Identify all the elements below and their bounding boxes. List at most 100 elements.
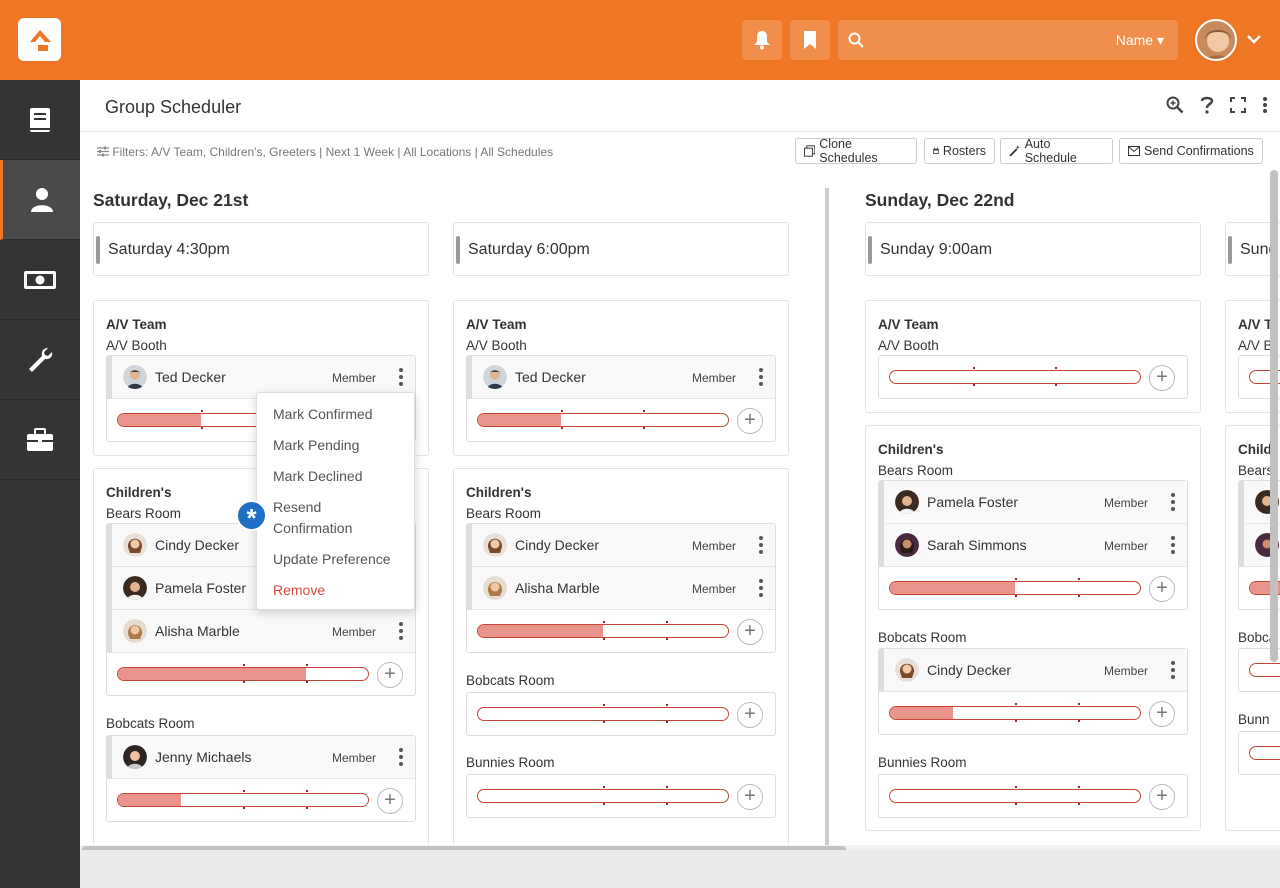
location-name: Bunnies Room [878,755,967,770]
capacity-bar: + [879,567,1187,609]
add-resource-button[interactable]: + [737,619,763,645]
add-resource-button[interactable]: + [1149,701,1175,727]
person-name: Sarah Simmons [927,537,1027,553]
clone-schedules-button[interactable]: Clone Schedules [795,137,917,165]
kebab-menu-icon[interactable] [399,748,403,766]
person-name: Alisha Marble [515,580,600,596]
send-confirmations-button[interactable]: Send Confirmations [1119,138,1263,164]
location-name: Bears Room [878,463,954,478]
kebab-menu-icon[interactable] [759,536,763,554]
role-label: Member [692,371,737,385]
progress-bar [889,370,1141,384]
panel-header-icons [1166,96,1268,114]
search-icon [848,32,864,48]
resource-row[interactable]: Jenny Michaels Member [107,736,415,779]
search-scope-dropdown[interactable]: Name ▾ [1115,32,1164,48]
resource-row[interactable]: Ted Decker Member [467,356,775,399]
add-resource-button[interactable]: + [737,408,763,434]
location-box: Cindy Decker Member Alisha Marble Member… [466,523,776,653]
kebab-menu-icon[interactable] [1171,661,1175,679]
capacity-bar: + [467,610,775,652]
add-resource-button[interactable]: + [1149,784,1175,810]
resource-row[interactable]: Pamela Foster Member [879,481,1187,524]
add-resource-button[interactable]: + [737,702,763,728]
add-resource-button[interactable]: + [1149,576,1175,602]
avatar [483,576,507,600]
person-name: Ted Decker [515,369,586,385]
location-name: Bobcats Room [106,716,195,731]
add-resource-button[interactable]: + [737,784,763,810]
vertical-scrollbar[interactable] [1270,170,1278,662]
avatar [895,490,919,514]
resource-row[interactable]: Ted Decker Member [107,356,415,399]
capacity-bar: + [879,775,1187,817]
resend-confirmation-item[interactable]: Resend Confirmation [273,497,352,539]
resource-row[interactable]: Alisha Marble Member [107,610,415,653]
capacity-bar: + [467,399,775,441]
role-label: Member [332,625,377,639]
sidebar-item-finance[interactable] [0,240,80,320]
mark-pending-item[interactable]: Mark Pending [273,437,360,453]
kebab-menu-icon[interactable] [1171,493,1175,511]
sidebar-item-tools[interactable] [0,320,80,400]
tick-mark [603,704,605,723]
add-resource-button[interactable]: + [377,662,403,688]
sliders-icon [97,146,109,157]
tick-mark [306,790,308,809]
filters-bar[interactable]: Filters: A/V Team, Children's, Greeters … [97,145,553,159]
kebab-menu-icon[interactable] [759,368,763,386]
kebab-menu-icon[interactable] [399,622,403,640]
remove-item[interactable]: Remove [273,582,326,598]
more-options-icon[interactable] [1262,96,1268,114]
kebab-menu-icon[interactable] [759,579,763,597]
send-confirmations-label: Send Confirmations [1144,144,1254,158]
avatar [483,533,507,557]
tick-mark [973,367,975,386]
location-name: Bobca [1238,630,1277,645]
group-name: Child [1238,442,1272,457]
fullscreen-icon[interactable] [1230,96,1246,114]
horizontal-scrollbar[interactable] [80,845,1280,853]
add-resource-button[interactable]: + [377,788,403,814]
group-name: Children's [106,485,172,500]
resource-context-menu: Mark Confirmed Mark Pending Mark Decline… [256,392,415,610]
day-title: Sunday, Dec 22nd [865,190,1015,210]
chevron-down-icon[interactable] [1247,34,1261,44]
user-avatar[interactable] [1195,19,1237,61]
help-icon[interactable] [1200,96,1214,114]
zoom-icon[interactable] [1166,96,1184,114]
schedule-header: Saturday 4:30pm [93,222,429,276]
avatar [123,745,147,769]
tick-mark [243,664,245,683]
rosters-button[interactable]: Rosters [924,138,995,164]
rock-logo[interactable] [18,18,61,61]
resource-row[interactable]: Sarah Simmons Member [879,524,1187,567]
header-divider [80,131,1280,132]
rosters-label: Rosters [942,144,986,158]
resource-row[interactable]: Alisha Marble Member [467,567,775,610]
resource-row[interactable]: Cindy Decker Member [467,524,775,567]
update-preference-item[interactable]: Update Preference [273,551,391,567]
mark-declined-item[interactable]: Mark Declined [273,468,363,484]
mark-confirmed-item[interactable]: Mark Confirmed [273,406,373,422]
sidebar-item-people[interactable] [0,160,80,240]
kebab-menu-icon[interactable] [1171,536,1175,554]
sidebar-item-admin[interactable] [0,400,80,480]
avatar [895,658,919,682]
location-box: Jenny Michaels Member + [106,735,416,822]
notifications-bell-icon[interactable] [742,20,782,60]
tick-mark [603,621,605,640]
resend-label: Resend [273,499,322,515]
progress-bar [1249,663,1280,677]
sidebar-item-book[interactable] [0,80,80,160]
auto-schedule-button[interactable]: Auto Schedule [1000,137,1113,165]
schedule-title: Sunday 9:00am [880,241,993,258]
add-resource-button[interactable]: + [1149,365,1175,391]
scrollbar-thumb[interactable] [82,846,846,852]
schedule-title: Sund [1240,241,1278,258]
resource-row[interactable]: Cindy Decker Member [879,649,1187,692]
bookmark-icon[interactable] [790,20,830,60]
progress-bar [477,707,729,721]
kebab-menu-icon[interactable] [399,368,403,386]
search-input[interactable]: Name ▾ [838,20,1178,60]
